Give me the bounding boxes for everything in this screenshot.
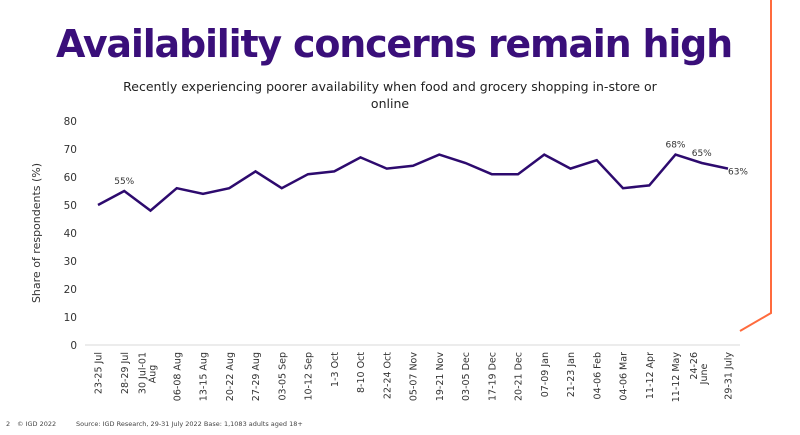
- y-axis: 0 10 20 30 40 50 60 70 80: [64, 116, 77, 352]
- x-tick-label: 06-08 Aug: [172, 352, 183, 401]
- x-tick-label: 03-05 Sep: [277, 352, 288, 401]
- x-tick-label: 23-25 Jul: [94, 352, 105, 394]
- x-tick-label: 8-10 Oct: [356, 352, 367, 393]
- x-tick-label: 11-12 May: [671, 352, 682, 403]
- x-tick-label: 03-05 Dec: [461, 352, 472, 401]
- x-tick-label: 30 Jul-01Aug: [138, 352, 159, 394]
- x-tick-label: 10-12 Sep: [304, 352, 315, 401]
- x-tick-label: 20-22 Aug: [225, 352, 236, 401]
- x-tick-label: 04-06 Mar: [619, 352, 630, 401]
- y-tick-label: 60: [64, 172, 77, 184]
- y-axis-label: Share of respondents (%): [30, 163, 43, 303]
- x-tick-label: 22-24 Oct: [382, 352, 393, 399]
- x-tick-label: 27-29 Aug: [251, 352, 262, 401]
- accent-line: [739, 0, 772, 332]
- chart-title: Recently experiencing poorer availabilit…: [110, 78, 670, 112]
- data-label: 63%: [728, 168, 748, 178]
- x-tick-label: 20-21 Dec: [514, 352, 525, 401]
- data-labels: 55% 68% 65% 63%: [114, 141, 748, 187]
- x-tick-label: 21-23 Jan: [566, 352, 577, 397]
- y-tick-label: 30: [64, 256, 77, 268]
- x-tick-label: 1-3 Oct: [330, 352, 341, 387]
- x-tick-label: 28-29 Jul: [120, 352, 131, 394]
- chart-title-line-2: online: [370, 96, 410, 111]
- x-tick-label: 19-21 Nov: [435, 352, 446, 402]
- copyright: © IGD 2022: [17, 420, 57, 428]
- source-note: Source: IGD Research, 29-31 July 2022 Ba…: [76, 420, 303, 428]
- data-label: 55%: [114, 177, 134, 187]
- y-tick-label: 20: [64, 284, 77, 296]
- x-tick-label: 13-15 Aug: [199, 352, 210, 401]
- slide-title: Availability concerns remain high: [56, 22, 733, 66]
- y-tick-label: 10: [64, 312, 77, 324]
- series-group: [97, 153, 729, 213]
- y-tick-label: 50: [64, 200, 77, 212]
- x-tick-label: 17-19 Dec: [487, 352, 498, 401]
- data-label: 65%: [692, 149, 712, 159]
- page-number: 2: [6, 420, 11, 428]
- y-tick-label: 40: [64, 228, 77, 240]
- series-line: [97, 153, 729, 213]
- y-tick-label: 80: [64, 116, 77, 128]
- y-tick-label: 0: [70, 340, 77, 352]
- x-axis: 23-25 Jul 28-29 Jul 30 Jul-01Aug 06-08 Aug 1…: [85, 344, 740, 403]
- y-tick-label: 70: [64, 144, 77, 156]
- x-tick-label: 04-06 Feb: [592, 352, 603, 399]
- x-tick-label: 24-26June: [689, 352, 710, 385]
- x-tick-label: 05-07 Nov: [409, 352, 420, 402]
- chart-title-line-1: Recently experiencing poorer availabilit…: [123, 79, 657, 94]
- data-label: 68%: [665, 141, 685, 151]
- x-tick-label: 29-31 July: [724, 352, 735, 400]
- x-tick-label: 11-12 Apr: [645, 352, 656, 399]
- x-tick-label: 07-09 Jan: [540, 352, 551, 397]
